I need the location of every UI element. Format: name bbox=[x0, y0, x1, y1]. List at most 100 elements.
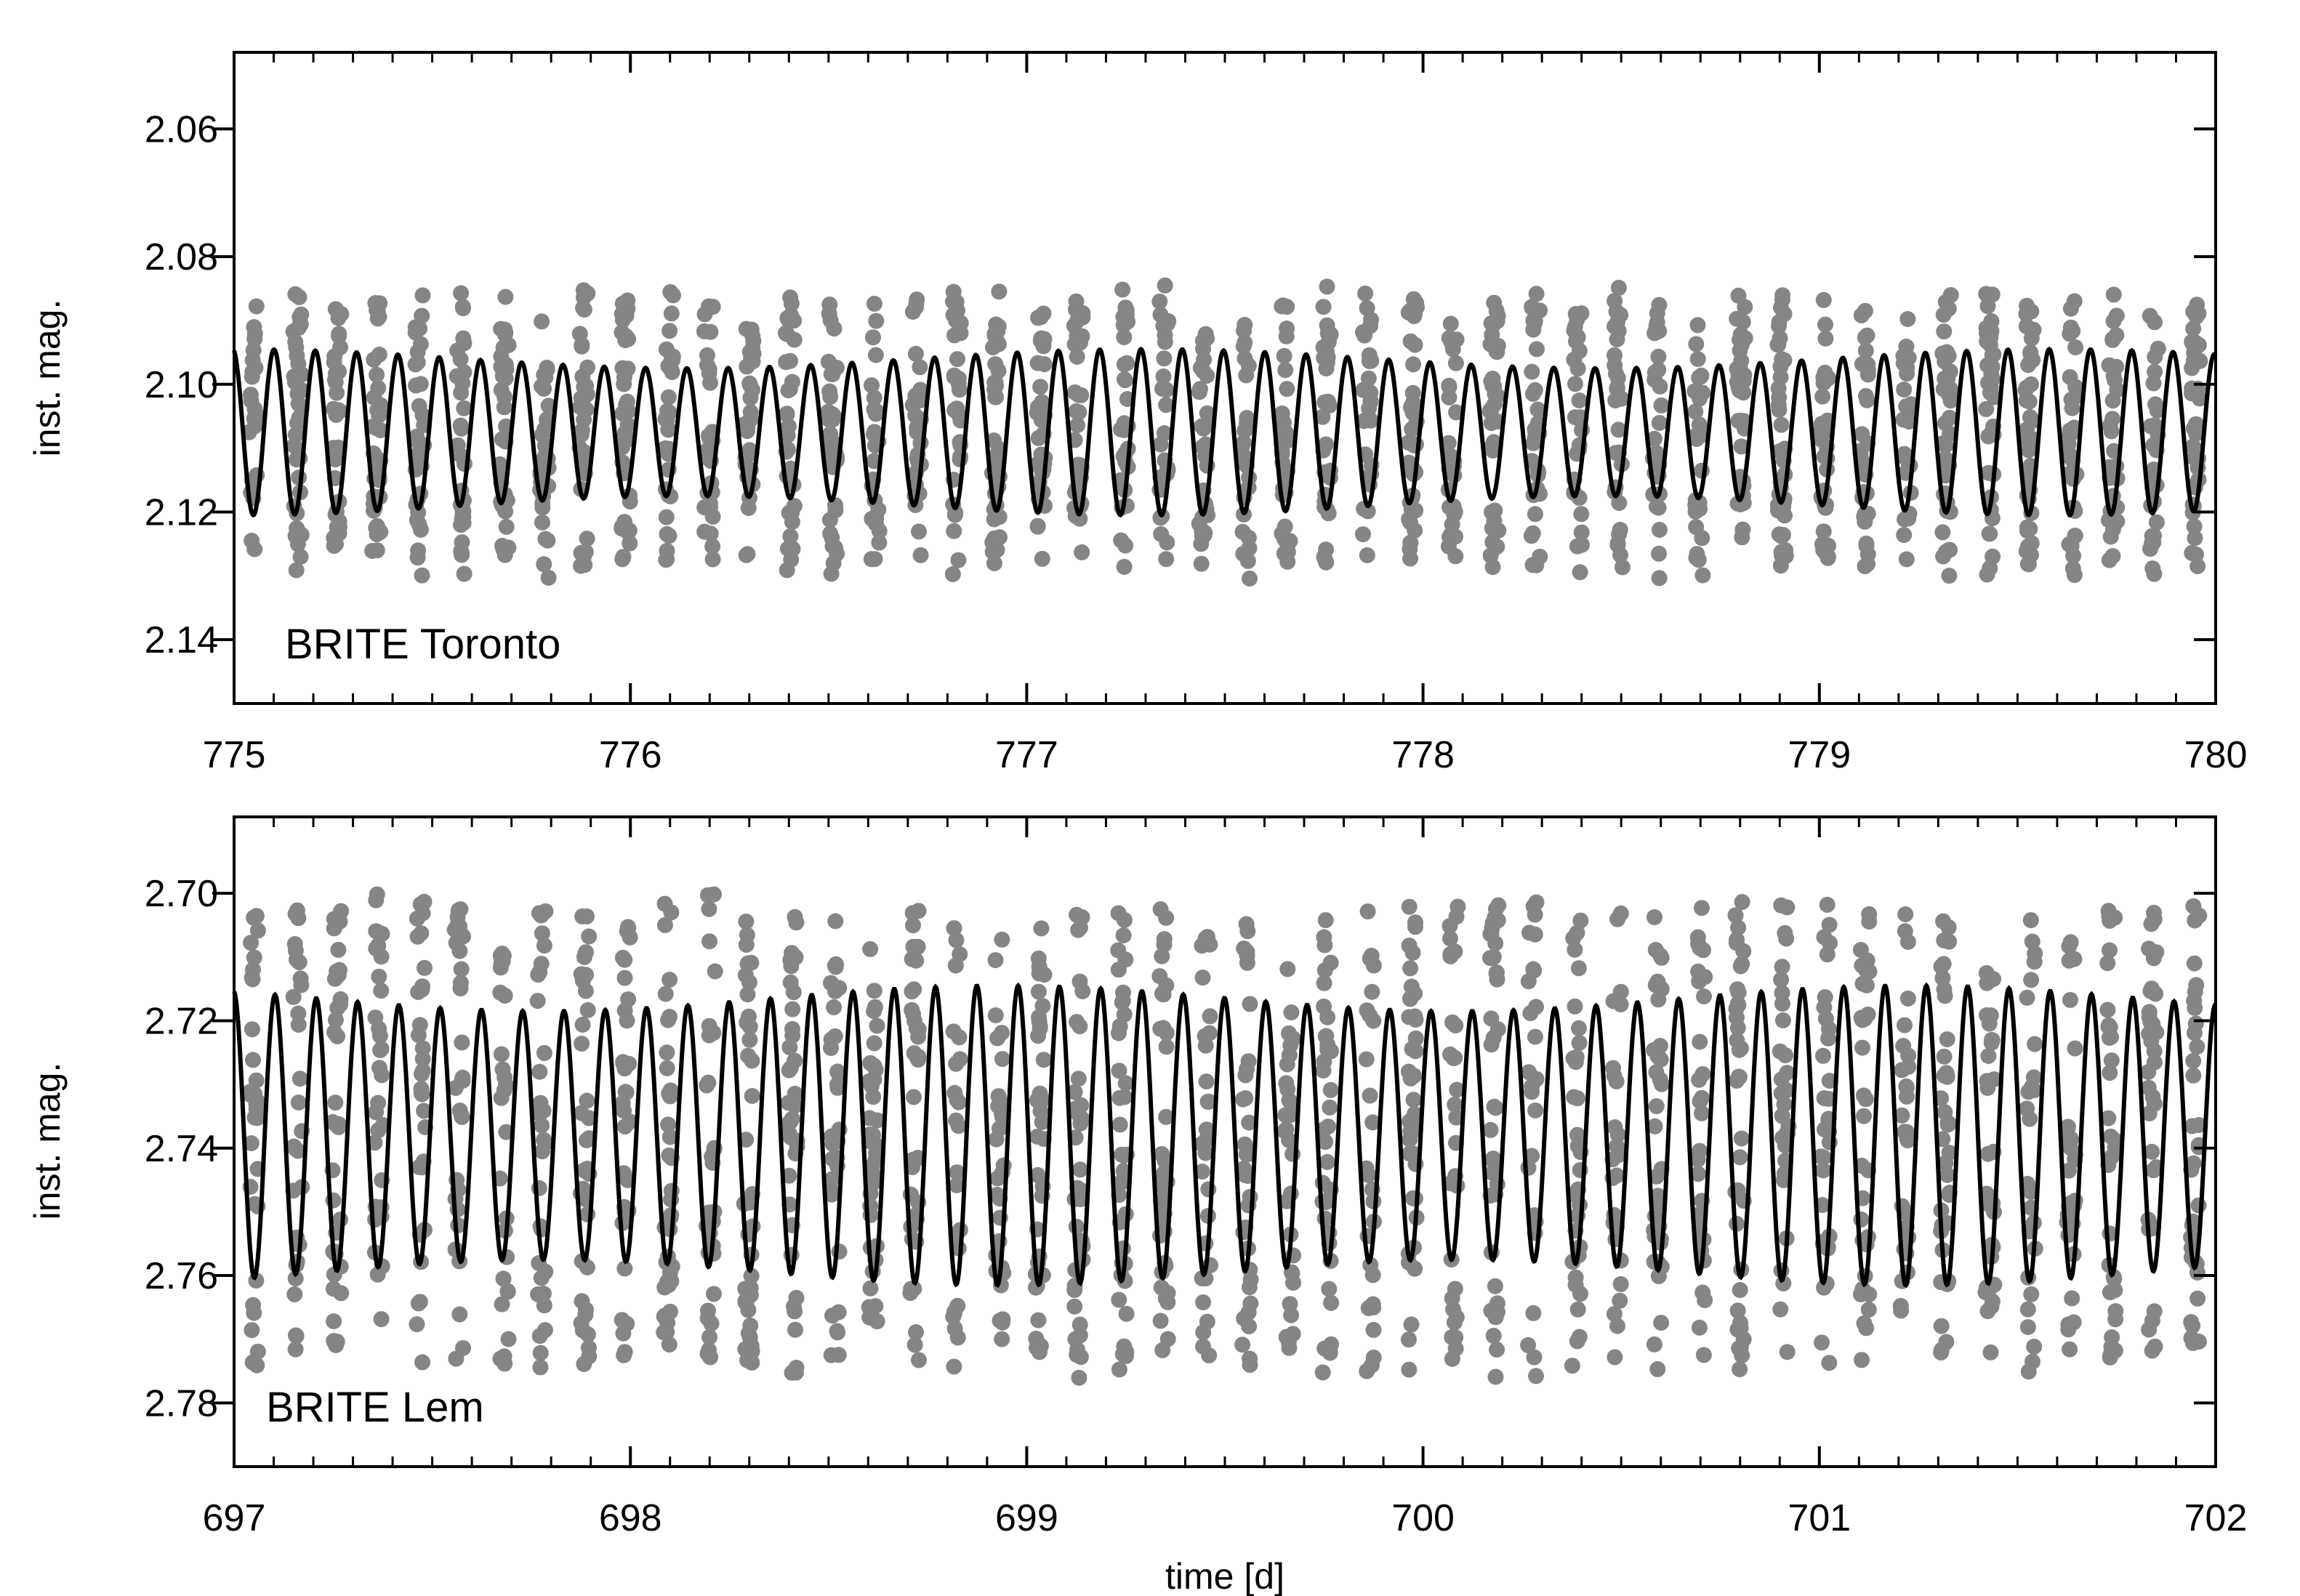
data-point bbox=[2062, 934, 2079, 951]
data-point bbox=[1650, 1267, 1667, 1284]
data-point bbox=[994, 1051, 1010, 1068]
data-point bbox=[701, 933, 717, 950]
data-point bbox=[1402, 541, 1418, 557]
data-point bbox=[493, 382, 510, 398]
data-point bbox=[536, 380, 552, 397]
x-tick-label: 776 bbox=[599, 734, 662, 776]
data-point bbox=[1694, 900, 1710, 916]
data-point bbox=[1651, 570, 1668, 587]
data-point bbox=[782, 1129, 799, 1145]
data-point bbox=[574, 1036, 590, 1052]
data-point bbox=[659, 442, 675, 459]
data-point bbox=[1158, 1039, 1175, 1055]
data-point bbox=[1695, 1347, 1712, 1363]
data-point bbox=[864, 1158, 880, 1174]
data-point bbox=[784, 1020, 800, 1037]
data-point bbox=[1241, 1114, 1258, 1131]
data-point bbox=[579, 359, 596, 376]
data-point bbox=[1777, 1137, 1793, 1154]
data-point bbox=[1607, 445, 1624, 461]
data-point bbox=[329, 1028, 346, 1044]
data-point bbox=[1692, 1093, 1708, 1110]
data-point bbox=[614, 1312, 630, 1329]
data-point bbox=[1317, 1134, 1334, 1150]
data-point bbox=[1241, 1318, 1258, 1334]
data-point bbox=[366, 351, 382, 368]
data-point bbox=[1607, 293, 1623, 310]
panel-brite-lem: 697 698 699 700 701 702 2.70 2.72 2.74 2.76 2.78 i… bbox=[27, 815, 2247, 1596]
data-point bbox=[787, 1321, 803, 1338]
data-point bbox=[536, 556, 552, 573]
data-point bbox=[820, 353, 837, 370]
data-point bbox=[1359, 300, 1375, 316]
y-tick-label: 2.10 bbox=[145, 364, 218, 406]
data-point bbox=[287, 1140, 304, 1157]
data-point bbox=[862, 940, 879, 957]
data-point bbox=[454, 1034, 470, 1051]
data-point bbox=[1318, 360, 1335, 376]
data-point bbox=[617, 1084, 634, 1100]
panel-brite-toronto: 775 776 777 778 779 780 2.06 2.08 2.10 2.12 2.14 i… bbox=[27, 51, 2247, 776]
data-point bbox=[831, 1244, 848, 1260]
data-point bbox=[1729, 981, 1746, 998]
data-point bbox=[1696, 988, 1712, 1004]
data-point bbox=[1567, 941, 1583, 958]
data-point bbox=[409, 428, 425, 445]
data-point bbox=[1117, 537, 1134, 554]
data-point bbox=[1362, 412, 1379, 429]
data-point bbox=[1069, 348, 1085, 365]
data-point bbox=[370, 1122, 387, 1139]
data-point bbox=[740, 1325, 757, 1342]
data-point bbox=[1447, 1096, 1463, 1113]
data-point bbox=[949, 1092, 965, 1108]
data-point bbox=[1571, 392, 1588, 408]
data-point bbox=[1364, 983, 1380, 1000]
data-point bbox=[994, 931, 1010, 948]
data-point bbox=[1532, 548, 1548, 565]
data-point bbox=[409, 911, 425, 927]
data-point bbox=[1483, 415, 1500, 432]
data-point bbox=[1648, 318, 1665, 334]
data-point bbox=[1520, 1159, 1537, 1176]
data-point bbox=[1485, 1150, 1502, 1167]
data-point bbox=[659, 1060, 675, 1076]
data-point bbox=[1859, 361, 1876, 378]
data-point bbox=[244, 1322, 260, 1339]
data-point bbox=[326, 920, 342, 937]
data-point bbox=[742, 411, 759, 427]
data-point bbox=[661, 1337, 677, 1353]
data-point bbox=[1610, 279, 1627, 296]
data-point bbox=[2185, 1067, 2202, 1084]
data-point bbox=[1409, 299, 1425, 315]
data-point bbox=[784, 1364, 800, 1381]
data-point bbox=[1937, 438, 1954, 454]
data-point bbox=[1899, 934, 1916, 950]
data-point bbox=[1314, 408, 1331, 425]
data-point bbox=[616, 1344, 633, 1361]
data-point bbox=[286, 1286, 303, 1302]
data-point bbox=[2022, 345, 2039, 362]
data-point bbox=[2108, 307, 2125, 324]
data-point bbox=[2185, 303, 2202, 320]
data-point bbox=[1402, 333, 1419, 350]
data-point bbox=[1821, 1355, 1838, 1371]
data-point bbox=[1523, 528, 1540, 544]
data-point bbox=[1238, 1146, 1255, 1163]
data-point bbox=[1116, 329, 1133, 345]
data-point bbox=[2147, 363, 2163, 380]
data-point bbox=[787, 949, 804, 966]
data-point bbox=[701, 900, 717, 917]
data-point bbox=[788, 914, 805, 931]
data-point bbox=[1527, 506, 1543, 523]
data-point bbox=[1072, 1349, 1089, 1366]
data-point bbox=[1979, 1075, 1996, 1092]
data-point bbox=[1159, 1285, 1176, 1302]
data-point bbox=[1194, 970, 1211, 986]
data-point bbox=[579, 531, 595, 547]
data-point bbox=[1900, 1047, 1917, 1064]
data-point bbox=[1609, 1318, 1625, 1334]
data-point bbox=[784, 504, 800, 521]
data-point bbox=[1279, 961, 1296, 978]
data-point bbox=[1447, 943, 1463, 960]
data-point bbox=[1732, 1149, 1748, 1166]
